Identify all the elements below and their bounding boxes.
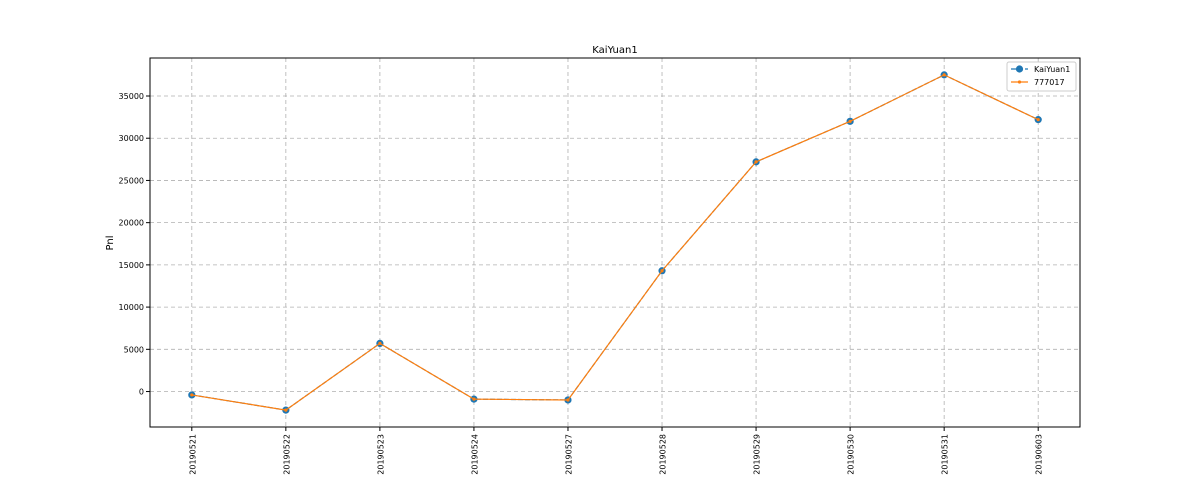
y-tick-label: 20000 [119, 219, 144, 228]
legend-label-1: KaiYuan1 [1034, 65, 1070, 74]
series-2-point [284, 408, 288, 412]
plot-frame [149, 57, 1081, 428]
series-2-point [472, 397, 476, 401]
legend-marker-1 [1015, 65, 1024, 73]
legend-box [1006, 61, 1077, 92]
x-tick-label: 20190522 [282, 434, 291, 475]
series-2-point [566, 398, 570, 402]
x-tick-label: 20190603 [1035, 434, 1044, 475]
series-line-2 [191, 74, 1039, 411]
legend-marker-2 [1017, 80, 1022, 84]
axes: 20190521 20190522 20190523 20190524 20190527… [119, 92, 1044, 475]
series-2-point [848, 119, 852, 123]
legend: KaiYuan1 777017 [1006, 61, 1077, 92]
x-tick-label: 20190527 [564, 434, 573, 475]
y-tick-label: 0 [139, 388, 144, 397]
y-tick-label: 15000 [119, 261, 144, 270]
x-tick-label: 20190521 [188, 434, 197, 475]
x-tick-label: 20190523 [376, 434, 385, 475]
legend-label-2: 777017 [1034, 78, 1065, 87]
x-tick-label: 20190524 [470, 434, 479, 475]
y-axis-label: Pnl [105, 236, 116, 251]
series-layer [188, 71, 1042, 414]
y-tick-label: 10000 [119, 303, 144, 312]
series-2-point [378, 341, 382, 346]
series-2-point [190, 393, 194, 397]
series-2-point [754, 160, 758, 164]
x-tick-label: 20190531 [941, 434, 950, 475]
y-tick-label: 5000 [124, 345, 144, 354]
x-tick-label: 20190529 [753, 434, 762, 475]
series-2-point [660, 269, 664, 273]
chart-title: KaiYuan1 [592, 45, 637, 56]
grid [150, 58, 1080, 427]
y-tick-label: 30000 [119, 134, 144, 143]
x-tick-label: 20190530 [847, 434, 856, 475]
x-tick-label: 20190528 [659, 434, 668, 475]
y-tick-label: 25000 [119, 176, 144, 185]
y-tick-label: 35000 [119, 92, 144, 101]
series-2-point [942, 73, 946, 77]
series-2-point [1036, 118, 1040, 122]
